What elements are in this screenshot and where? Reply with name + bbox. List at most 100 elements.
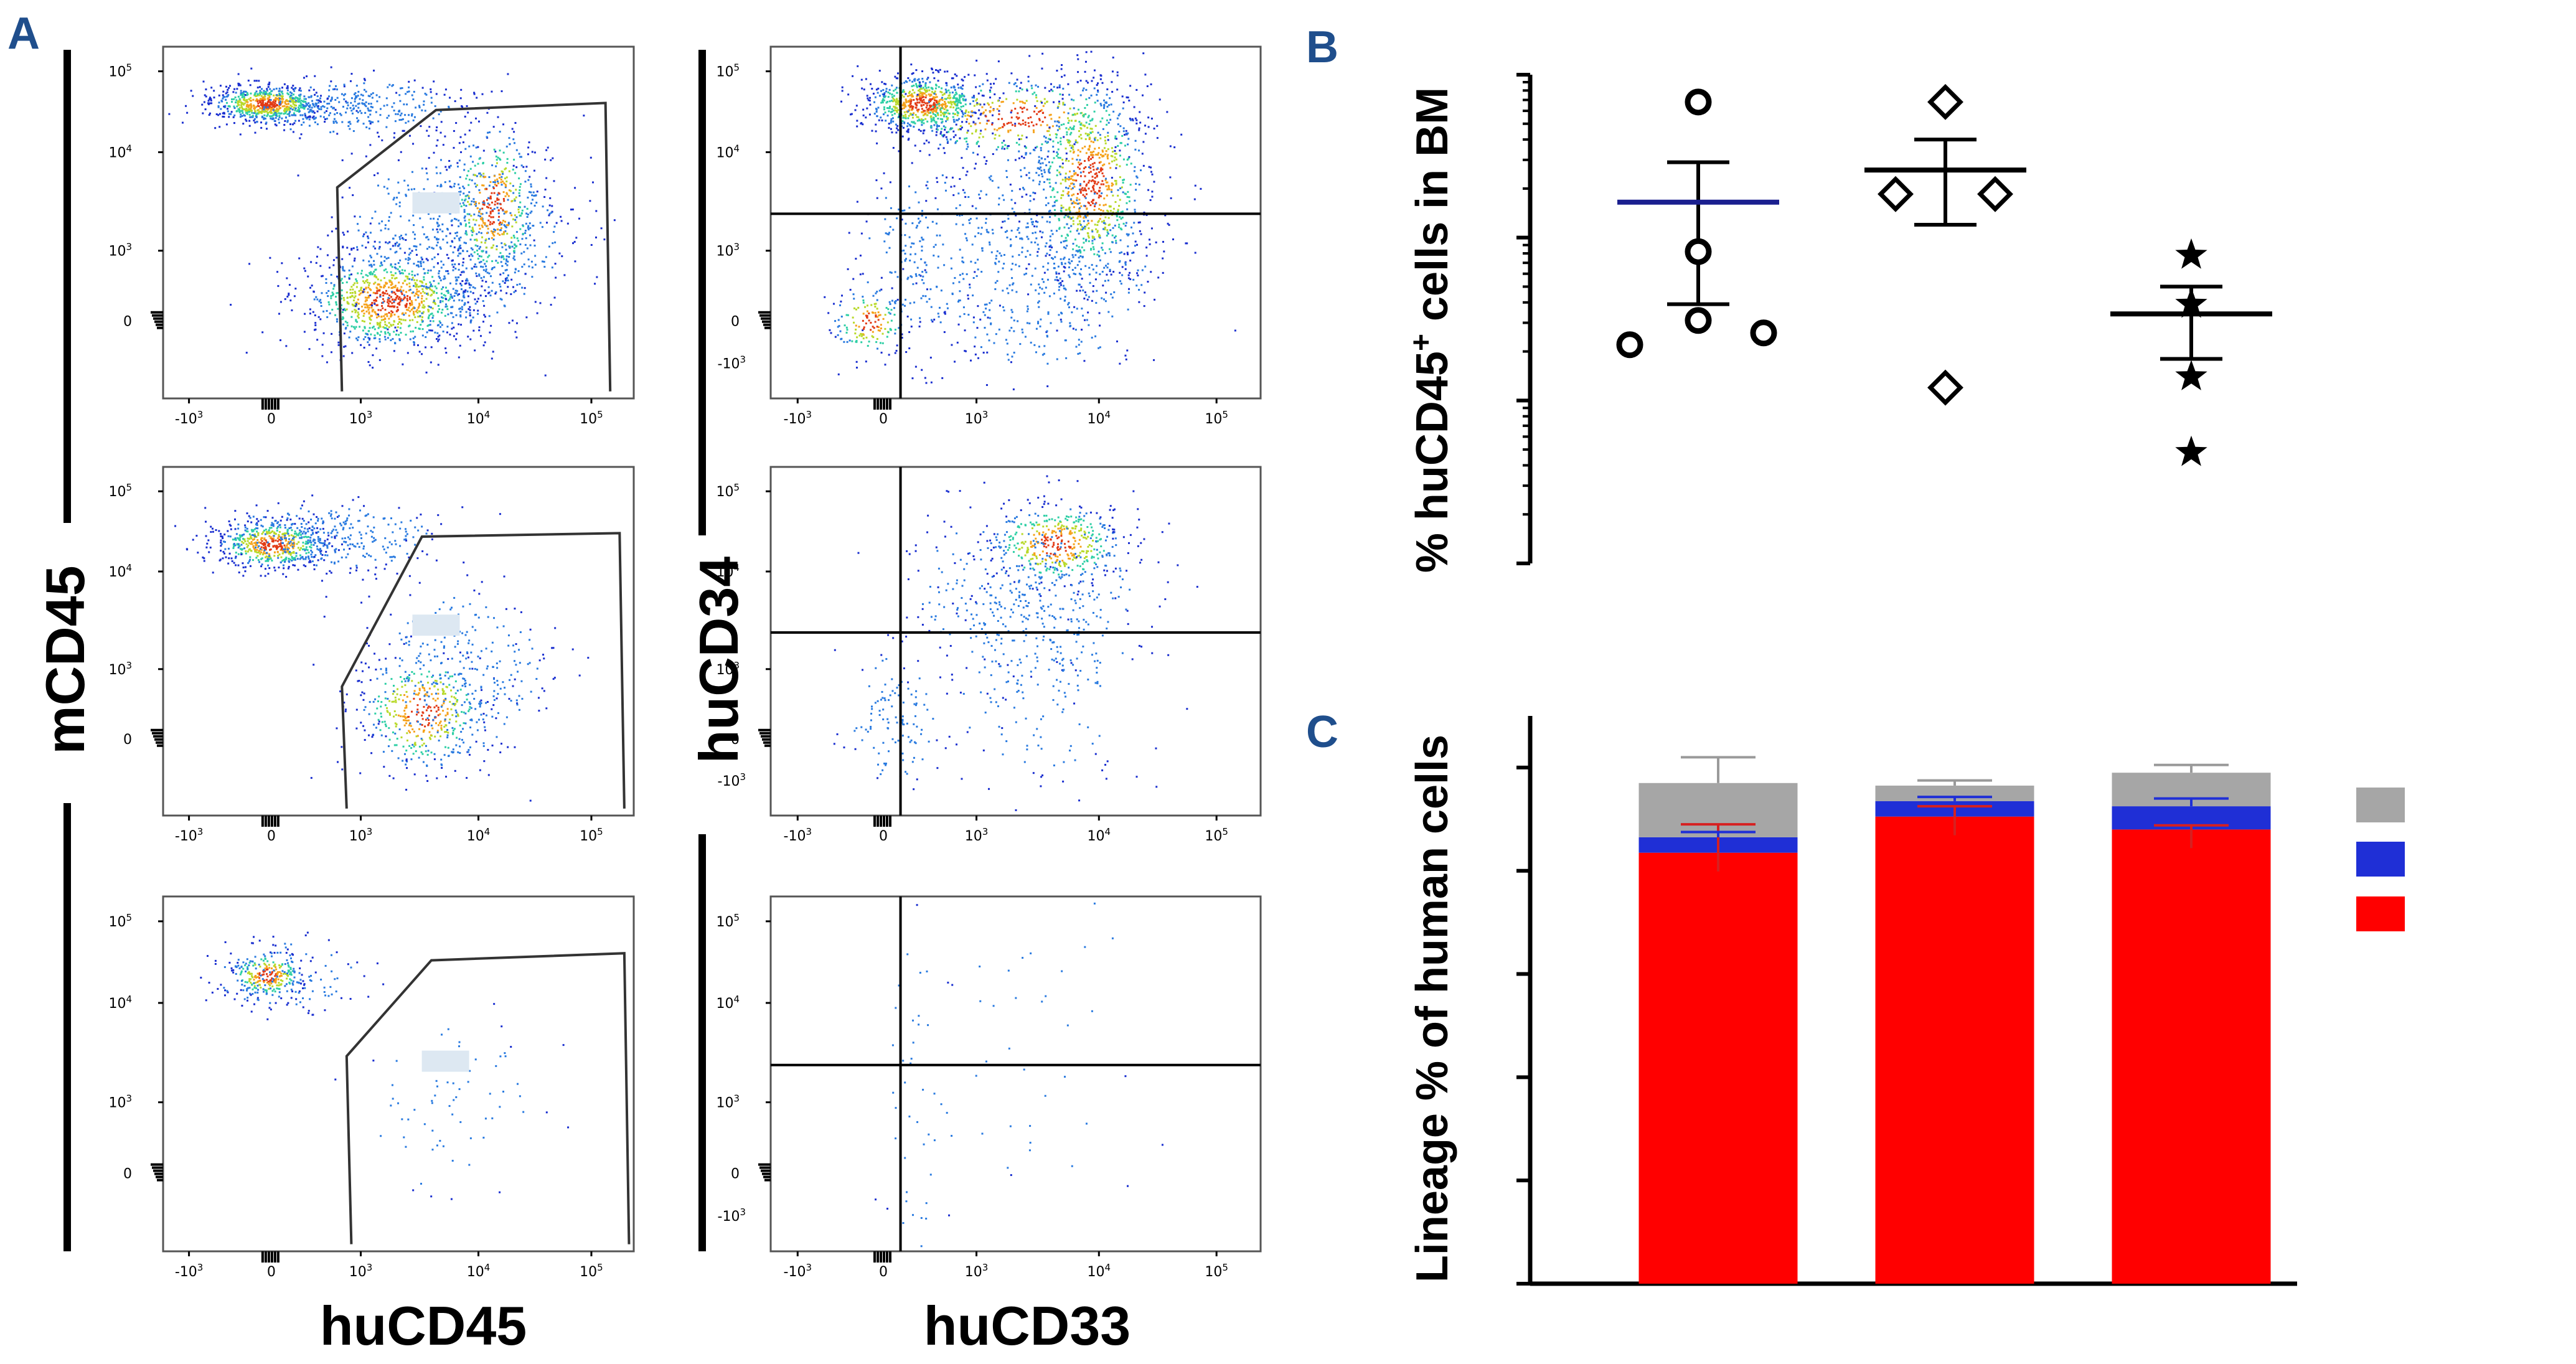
event-dot [458, 276, 460, 278]
event-dot [1063, 74, 1066, 77]
event-dot [1132, 252, 1135, 254]
event-dot [1091, 156, 1094, 159]
event-dot [393, 313, 396, 316]
event-dot [450, 186, 453, 189]
event-dot [405, 239, 407, 242]
event-dot [415, 286, 417, 288]
event-dot [330, 297, 332, 299]
event-dot [500, 227, 502, 229]
event-dot [440, 184, 442, 186]
event-dot [482, 172, 485, 175]
event-dot [1091, 128, 1093, 130]
event-dot [317, 101, 320, 104]
event-dot [898, 103, 900, 106]
event-dot [237, 73, 240, 75]
event-dot [934, 93, 937, 96]
event-dot [1139, 111, 1141, 113]
event-dot [907, 131, 910, 133]
event-dot [1038, 156, 1040, 158]
event-dot [1094, 205, 1096, 207]
event-dot [358, 102, 360, 105]
event-dot [934, 114, 936, 116]
event-dot [480, 265, 482, 268]
event-dot [1083, 167, 1086, 169]
event-dot [1088, 181, 1090, 184]
event-dot [1062, 258, 1065, 260]
event-dot [1099, 103, 1102, 105]
event-dot [236, 105, 238, 108]
event-dot [270, 115, 272, 118]
event-dot [392, 286, 394, 289]
event-dot [311, 285, 313, 287]
event-dot [291, 123, 294, 126]
event-dot [344, 309, 347, 311]
event-dot [474, 164, 476, 167]
event-dot [1090, 50, 1093, 53]
event-dot [467, 111, 469, 114]
event-dot [383, 327, 386, 329]
event-dot [1138, 129, 1140, 131]
event-dot [337, 308, 339, 310]
event-dot [372, 354, 374, 357]
event-dot [367, 294, 370, 297]
event-dot [1040, 149, 1042, 151]
event-dot [572, 242, 575, 245]
event-dot [237, 102, 239, 105]
event-dot [1141, 153, 1144, 155]
event-dot [885, 90, 888, 93]
event-dot [288, 293, 290, 295]
event-dot [924, 89, 926, 92]
event-dot [336, 96, 339, 99]
event-dot [955, 123, 957, 126]
event-dot [357, 336, 360, 339]
event-dot [908, 79, 911, 82]
event-dot [1045, 255, 1047, 257]
event-dot [1092, 141, 1094, 143]
event-dot [882, 113, 885, 116]
event-dot [1080, 162, 1083, 165]
event-dot [1069, 262, 1071, 265]
event-dot [1107, 148, 1109, 151]
event-dot [395, 329, 398, 332]
event-dot [902, 115, 905, 117]
event-dot [471, 227, 474, 229]
event-dot [414, 336, 416, 338]
event-dot [380, 309, 382, 311]
event-dot [415, 264, 418, 266]
event-dot [278, 116, 281, 118]
event-dot [398, 201, 401, 204]
event-dot [878, 95, 881, 97]
event-dot [343, 85, 346, 88]
event-dot [1106, 158, 1109, 160]
event-dot [501, 170, 503, 172]
event-dot [986, 120, 989, 122]
event-dot [402, 238, 405, 240]
event-dot [430, 285, 432, 288]
event-dot [504, 243, 506, 245]
event-dot [426, 259, 429, 261]
event-dot [387, 297, 390, 299]
event-dot [362, 276, 364, 278]
y-tick-label: -103 [718, 354, 746, 372]
event-dot [319, 248, 322, 250]
event-dot [394, 326, 397, 329]
event-dot [471, 248, 474, 251]
event-dot [512, 164, 515, 167]
event-dot [895, 131, 898, 134]
event-dot [1111, 81, 1113, 83]
event-dot [454, 292, 456, 294]
event-dot [373, 260, 375, 262]
event-dot [919, 88, 921, 91]
event-dot [1094, 223, 1096, 226]
event-dot [473, 251, 476, 253]
event-dot [433, 300, 435, 303]
event-dot [1118, 223, 1121, 226]
event-dot [499, 285, 502, 288]
event-dot [906, 125, 909, 128]
event-dot [486, 111, 489, 114]
event-dot [1072, 243, 1074, 245]
event-dot [240, 94, 242, 96]
event-dot [847, 93, 850, 96]
event-dot [1047, 150, 1050, 153]
event-dot [527, 153, 529, 156]
